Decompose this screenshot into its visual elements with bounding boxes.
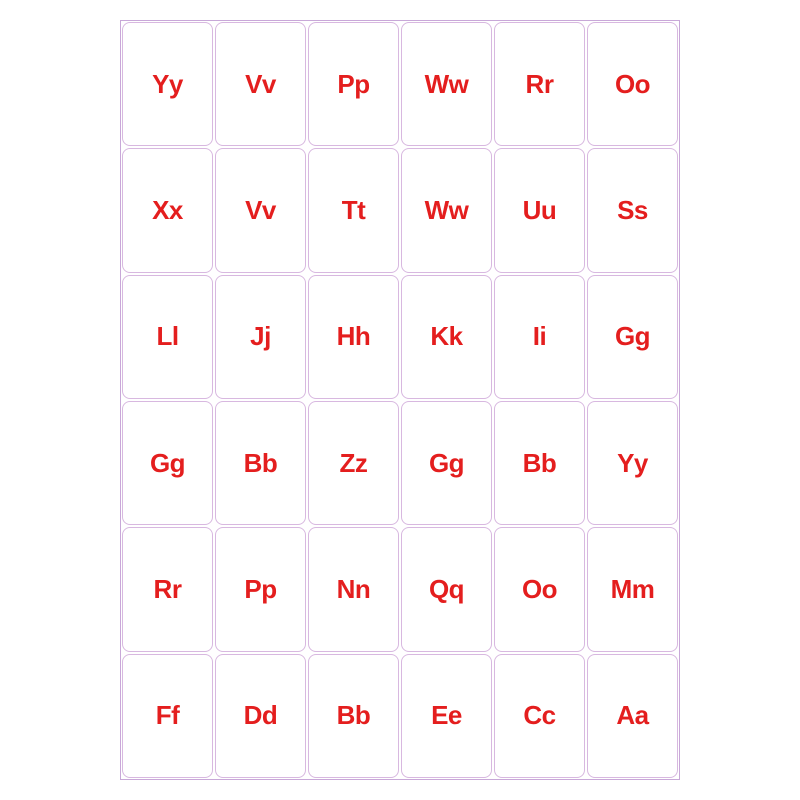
letter-card: Vv (215, 148, 306, 272)
letter-card: Oo (587, 22, 678, 146)
letter-text: Kk (430, 321, 462, 352)
letter-card: Dd (215, 654, 306, 778)
letter-text: Uu (523, 195, 557, 226)
letter-text: Nn (337, 574, 371, 605)
letter-text: Ff (156, 700, 180, 731)
letter-card: Ss (587, 148, 678, 272)
letter-text: Ii (533, 321, 546, 352)
letter-card: Bb (215, 401, 306, 525)
letter-text: Aa (616, 700, 648, 731)
letter-card: Pp (308, 22, 399, 146)
letter-card: Gg (401, 401, 492, 525)
letter-card: Cc (494, 654, 585, 778)
letter-text: Rr (154, 574, 182, 605)
letter-text: Zz (340, 448, 368, 479)
letter-text: Ee (431, 700, 462, 731)
letter-card: Ii (494, 275, 585, 399)
letter-text: Ss (617, 195, 648, 226)
letter-card: Uu (494, 148, 585, 272)
letter-card: Aa (587, 654, 678, 778)
letter-text: Mm (611, 574, 655, 605)
letter-card: Gg (122, 401, 213, 525)
letter-text: Yy (152, 69, 183, 100)
letter-card: Zz (308, 401, 399, 525)
letter-text: Pp (244, 574, 276, 605)
letter-card: Pp (215, 527, 306, 651)
letter-text: Hh (337, 321, 371, 352)
letter-text: Jj (250, 321, 271, 352)
letter-card: Qq (401, 527, 492, 651)
letter-text: Gg (150, 448, 185, 479)
letter-card: Rr (122, 527, 213, 651)
letter-card: Bb (308, 654, 399, 778)
letter-text: Gg (615, 321, 650, 352)
letter-text: Oo (615, 69, 650, 100)
letter-text: Rr (526, 69, 554, 100)
letter-card: Kk (401, 275, 492, 399)
letter-card: Ff (122, 654, 213, 778)
letter-card: Hh (308, 275, 399, 399)
letter-card: Gg (587, 275, 678, 399)
letter-text: Bb (337, 700, 371, 731)
letter-card: Mm (587, 527, 678, 651)
letter-text: Ll (156, 321, 178, 352)
alphabet-card-sheet: Yy Vv Pp Ww Rr Oo Xx Vv Tt Ww Uu Ss Ll J… (120, 20, 680, 780)
letter-text: Cc (523, 700, 555, 731)
letter-text: Ww (425, 195, 469, 226)
letter-text: Oo (522, 574, 557, 605)
letter-card: Nn (308, 527, 399, 651)
letter-card: Yy (122, 22, 213, 146)
letter-card: Ww (401, 148, 492, 272)
letter-card: Ll (122, 275, 213, 399)
letter-card: Vv (215, 22, 306, 146)
letter-card: Xx (122, 148, 213, 272)
letter-text: Gg (429, 448, 464, 479)
letter-text: Ww (425, 69, 469, 100)
letter-text: Pp (337, 69, 369, 100)
letter-text: Yy (617, 448, 648, 479)
letter-card: Bb (494, 401, 585, 525)
letter-card: Ee (401, 654, 492, 778)
letter-text: Vv (245, 69, 276, 100)
letter-text: Vv (245, 195, 276, 226)
letter-text: Xx (152, 195, 183, 226)
letter-card: Ww (401, 22, 492, 146)
letter-text: Qq (429, 574, 464, 605)
letter-text: Bb (244, 448, 278, 479)
letter-card: Oo (494, 527, 585, 651)
letter-card: Tt (308, 148, 399, 272)
letter-card: Yy (587, 401, 678, 525)
letter-card: Rr (494, 22, 585, 146)
letter-card: Jj (215, 275, 306, 399)
letter-text: Bb (523, 448, 557, 479)
letter-text: Tt (342, 195, 366, 226)
letter-text: Dd (244, 700, 278, 731)
